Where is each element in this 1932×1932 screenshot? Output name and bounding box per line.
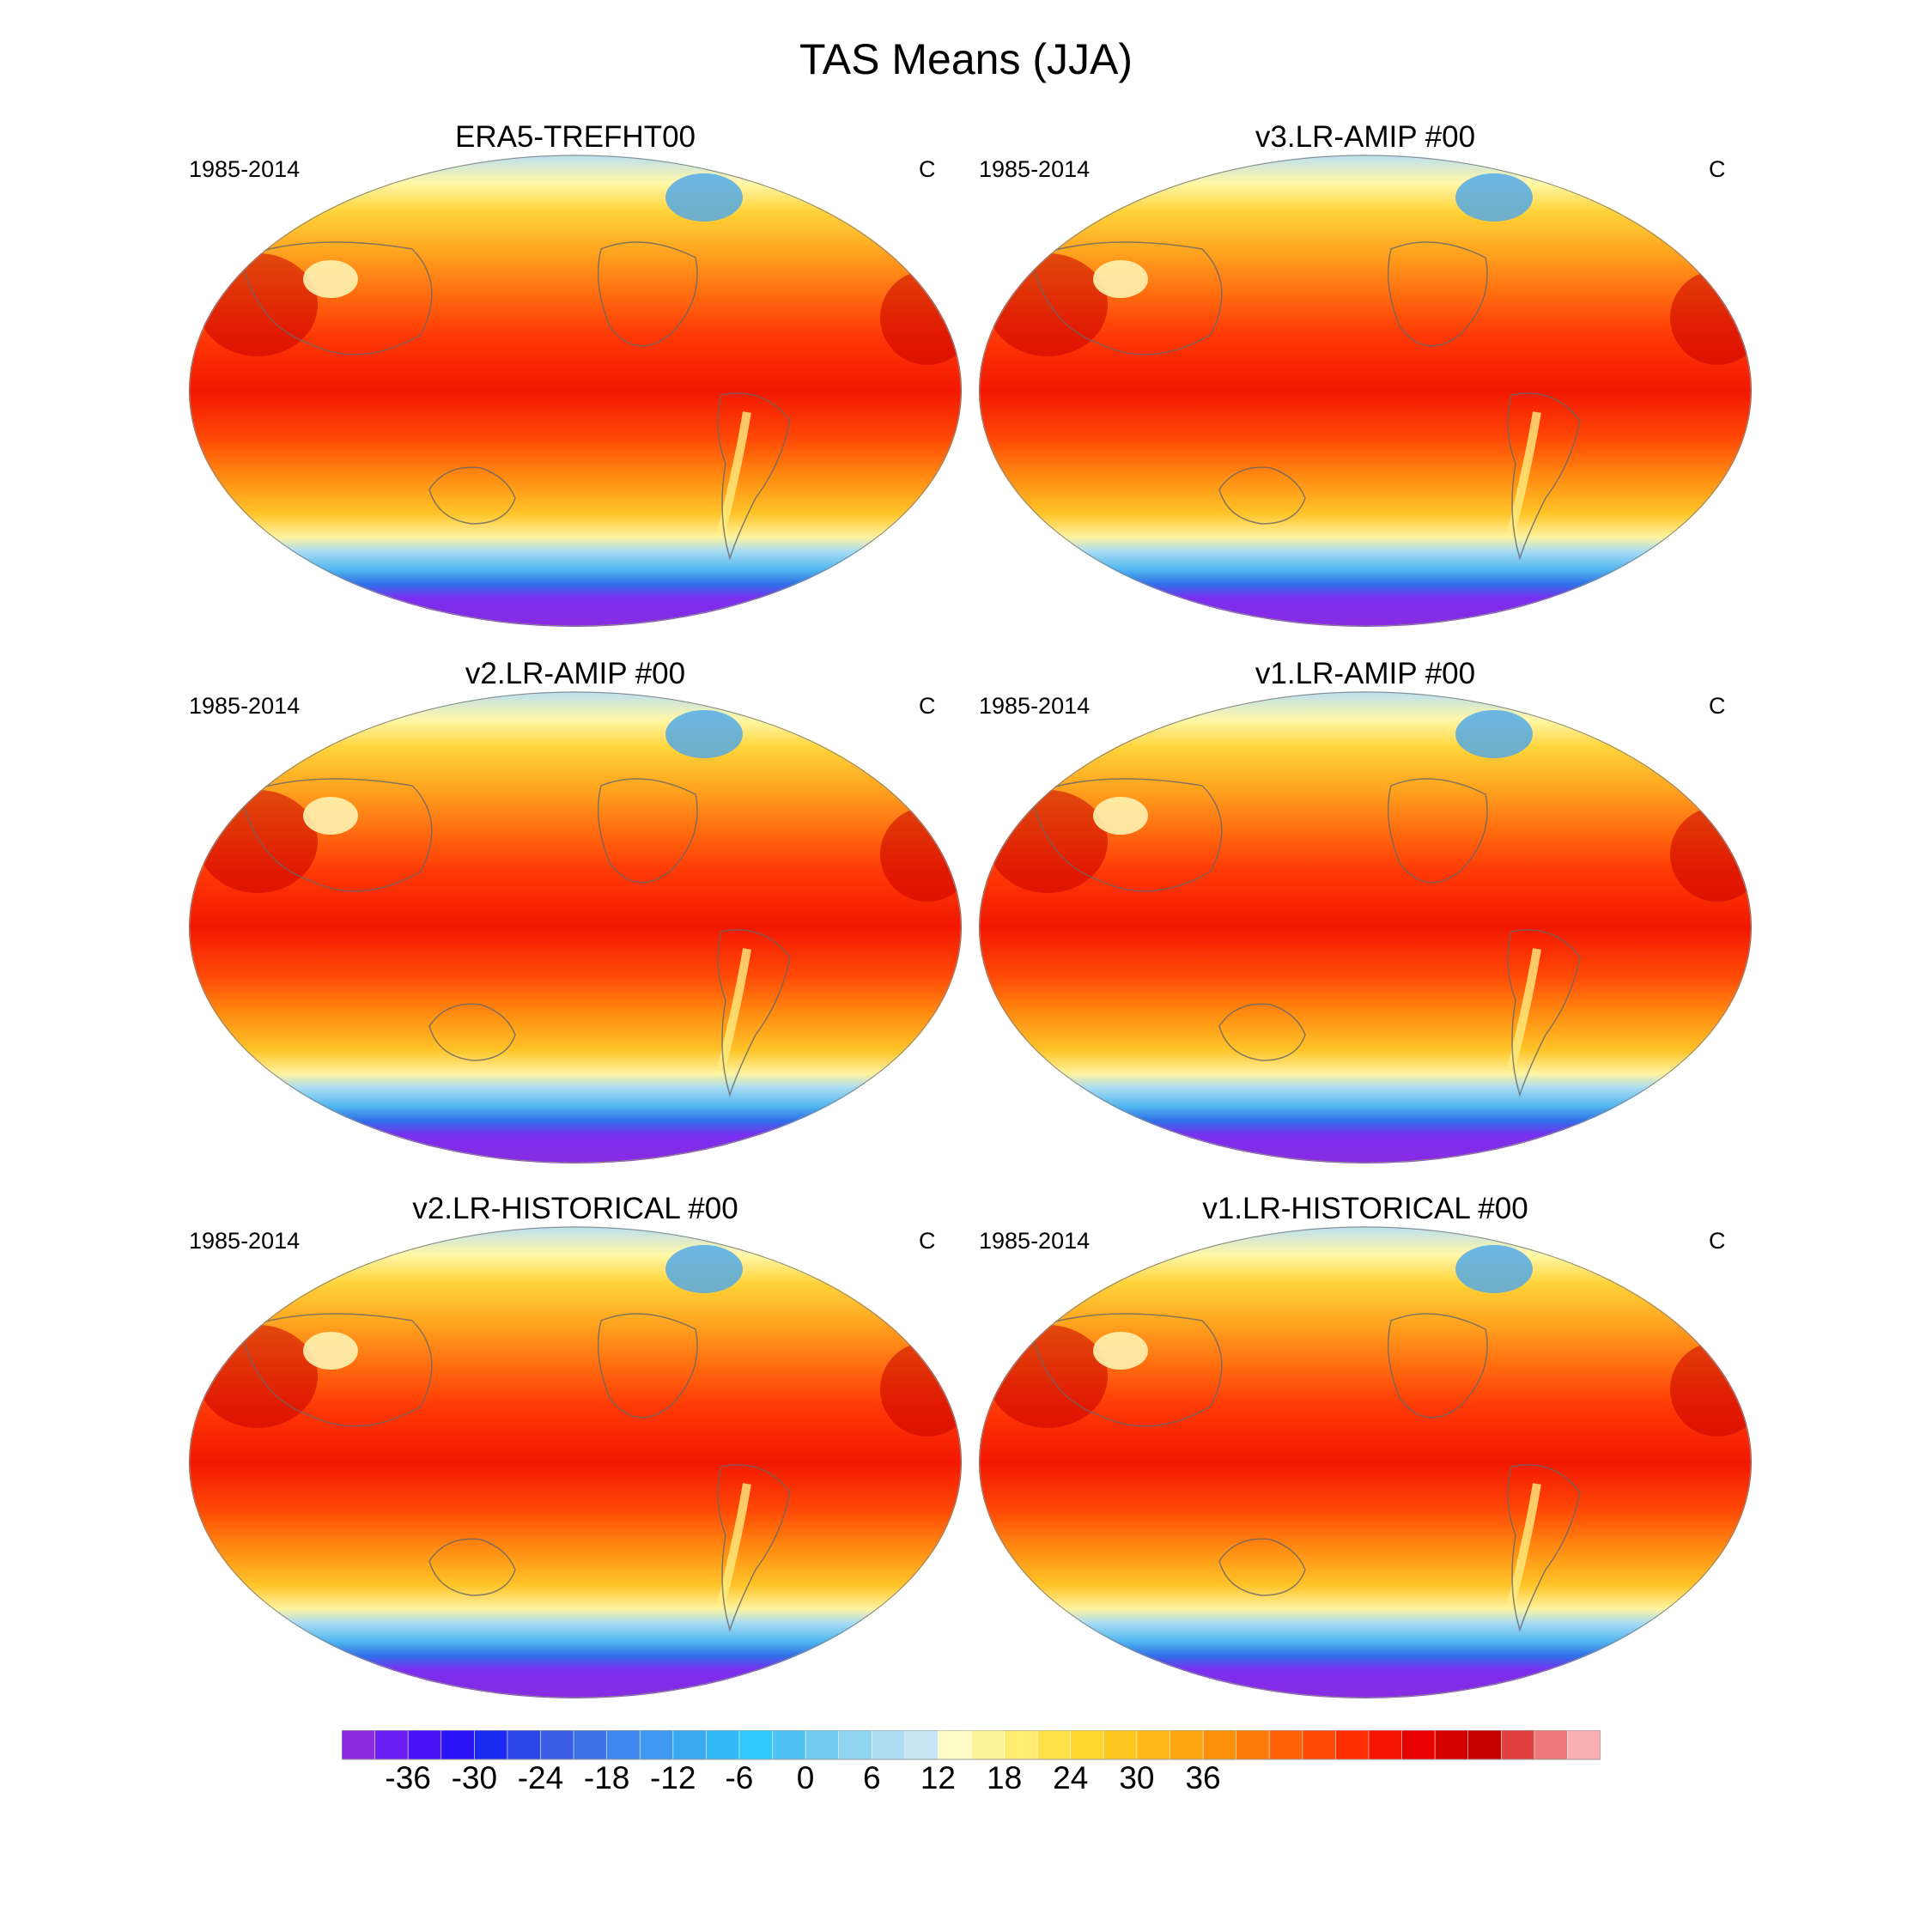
map-panel: v3.LR-AMIP #00 1985-2014 C (979, 120, 1838, 635)
colorbar-swatch (1567, 1730, 1601, 1760)
colorbar-swatch (407, 1730, 442, 1760)
colorbar-swatch (573, 1730, 608, 1760)
panel-units: C (1709, 693, 1726, 719)
temperature-map (979, 155, 1752, 627)
panel-units: C (1709, 156, 1726, 182)
colorbar-swatch (1070, 1730, 1105, 1760)
colorbar-swatch (738, 1730, 774, 1760)
figure-title: TAS Means (JJA) (799, 35, 1133, 83)
map-panel: v2.LR-AMIP #00 1985-2014 C (189, 657, 1048, 1172)
colorbar-swatch (342, 1730, 376, 1760)
colorbar-swatch (1534, 1730, 1569, 1760)
colorbar-swatch (1500, 1730, 1535, 1760)
colorbar-tick-label: 6 (862, 1760, 881, 1795)
temperature-map (189, 1226, 962, 1698)
panel-period: 1985-2014 (979, 156, 1091, 182)
panel-title: v2.LR-HISTORICAL #00 (412, 1192, 738, 1225)
colorbar-swatch (672, 1730, 708, 1760)
map-panel: v2.LR-HISTORICAL #00 1985-2014 C (189, 1192, 1048, 1707)
map-panel: v1.LR-AMIP #00 1985-2014 C (979, 657, 1838, 1172)
colorbar-tick-label: -18 (583, 1760, 630, 1795)
panel-period: 1985-2014 (189, 1228, 301, 1254)
colorbar-swatch (904, 1730, 939, 1760)
colorbar-swatch (772, 1730, 806, 1760)
colorbar-tick-label: 0 (796, 1760, 815, 1795)
temperature-map (189, 155, 962, 627)
panel-period: 1985-2014 (979, 693, 1091, 719)
colorbar-swatch (507, 1730, 542, 1760)
colorbar-swatch (440, 1730, 476, 1760)
colorbar-swatch (871, 1730, 906, 1760)
colorbar-swatch (706, 1730, 740, 1760)
colorbar-tick-label: 36 (1185, 1760, 1221, 1795)
colorbar-swatch (1401, 1730, 1436, 1760)
colorbar-swatch (474, 1730, 508, 1760)
colorbar-tick-label: -12 (650, 1760, 696, 1795)
panel-period: 1985-2014 (979, 1228, 1091, 1254)
colorbar-swatch (838, 1730, 873, 1760)
colorbar-swatch (1170, 1730, 1204, 1760)
colorbar-swatch (540, 1730, 574, 1760)
colorbar-swatch (1434, 1730, 1469, 1760)
colorbar-swatch (1136, 1730, 1171, 1760)
colorbar-swatch (805, 1730, 840, 1760)
colorbar-swatch (1302, 1730, 1337, 1760)
colorbar-swatch (970, 1730, 1005, 1760)
colorbar-swatch (1004, 1730, 1038, 1760)
panel-period: 1985-2014 (189, 693, 301, 719)
panel-units: C (1709, 1228, 1726, 1254)
colorbar-swatch (639, 1730, 674, 1760)
panel-units: C (919, 693, 936, 719)
panel-units: C (919, 1228, 936, 1254)
temperature-map (979, 691, 1752, 1163)
panel-title: v3.LR-AMIP #00 (1255, 120, 1476, 154)
colorbar-strip (342, 1730, 1601, 1760)
colorbar-swatch (1236, 1730, 1271, 1760)
colorbar-swatch (1335, 1730, 1370, 1760)
panel-title: v1.LR-HISTORICAL #00 (1202, 1192, 1528, 1225)
panel-units: C (919, 156, 936, 182)
colorbar-tick-label: -6 (725, 1760, 754, 1795)
panel-title: v2.LR-AMIP #00 (465, 657, 686, 690)
colorbar-swatch (1103, 1730, 1138, 1760)
temperature-map (979, 1226, 1752, 1698)
panel-title: v1.LR-AMIP #00 (1255, 657, 1476, 690)
map-panel: v1.LR-HISTORICAL #00 1985-2014 C (979, 1192, 1838, 1707)
colorbar-swatch (1268, 1730, 1303, 1760)
colorbar-swatch (606, 1730, 641, 1760)
colorbar-swatch (374, 1730, 409, 1760)
colorbar-tick-label: -30 (451, 1760, 498, 1795)
colorbar-swatch (1202, 1730, 1237, 1760)
colorbar-swatch (1368, 1730, 1403, 1760)
colorbar-swatch (1467, 1730, 1503, 1760)
colorbar-tick-label: -24 (517, 1760, 564, 1795)
colorbar-swatch (1036, 1730, 1072, 1760)
colorbar-tick-label: -36 (385, 1760, 431, 1795)
panel-title: ERA5-TREFHT00 (454, 120, 696, 154)
colorbar-tick-label: 18 (987, 1760, 1023, 1795)
colorbar-swatch (938, 1730, 972, 1760)
colorbar-tick-label: 24 (1053, 1760, 1089, 1795)
temperature-map (189, 691, 962, 1163)
colorbar-tick-label: 30 (1119, 1760, 1155, 1795)
colorbar-tick-label: 12 (920, 1760, 956, 1795)
map-panel: ERA5-TREFHT00 1985-2014 C (189, 120, 1048, 635)
panel-period: 1985-2014 (189, 156, 301, 182)
